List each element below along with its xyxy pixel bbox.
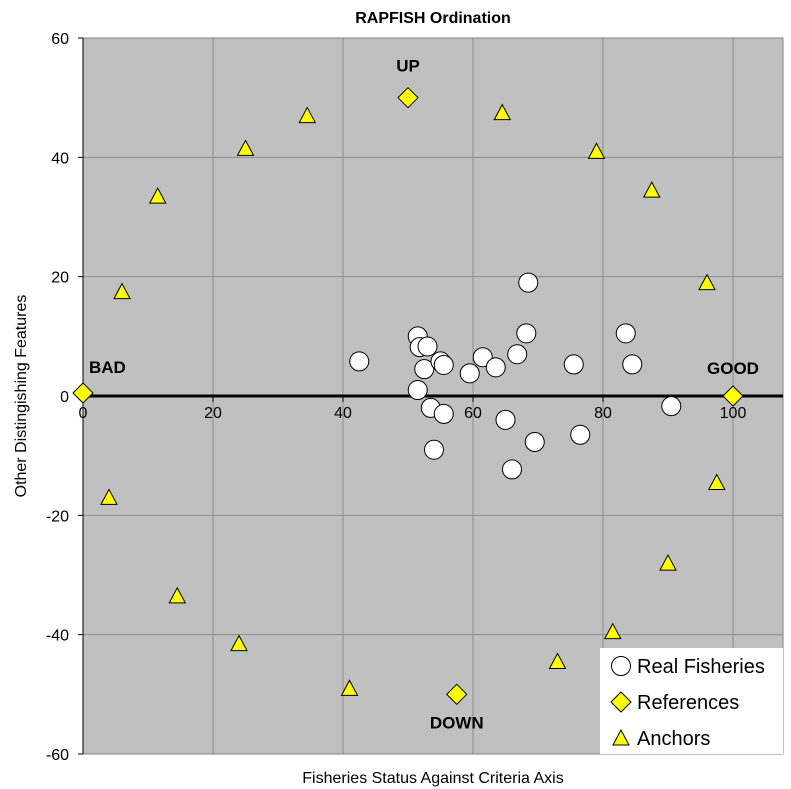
- real-fisheries-point: [433, 403, 454, 424]
- anchor-point: [298, 106, 317, 124]
- legend-marker-references: [610, 691, 632, 713]
- x-tick-label: 80: [594, 405, 612, 422]
- real-fisheries-point: [417, 336, 438, 357]
- y-axis-label: Other Distingishing Features: [13, 295, 30, 498]
- legend-label-references: References: [637, 692, 739, 714]
- x-axis-label: Fisheries Status Against Criteria Axis: [302, 770, 563, 787]
- real-fisheries-point: [424, 439, 444, 460]
- real-fisheries-point: [407, 380, 428, 401]
- real-fisheries-point: [518, 272, 539, 293]
- real-fisheries-point: [485, 357, 506, 378]
- real-fisheries-point: [495, 409, 516, 430]
- real-fisheries-point: [570, 424, 591, 445]
- anchor-point: [230, 634, 248, 652]
- real-fisheries-point: [661, 396, 682, 417]
- y-tick-label: 60: [51, 31, 69, 48]
- reference-point: [446, 683, 468, 706]
- real-fisheries-point: [502, 459, 522, 480]
- y-tick-label: 40: [51, 150, 69, 167]
- legend-marker-anchors: [612, 728, 630, 746]
- anchor-point: [113, 282, 131, 300]
- legend-label-real-fisheries: Real Fisheries: [637, 656, 765, 678]
- x-tick-label: 0: [79, 405, 88, 422]
- reference-point: [397, 86, 419, 109]
- real-fisheries-point: [524, 431, 545, 452]
- chart-title: RAPFISH Ordination: [355, 10, 511, 27]
- real-fisheries-point: [349, 351, 370, 372]
- reference-label-up: UP: [396, 57, 420, 76]
- y-tick-label: -20: [46, 508, 69, 525]
- real-fisheries-point: [414, 359, 435, 380]
- anchor-point: [340, 679, 359, 696]
- real-fisheries-point: [563, 354, 584, 375]
- anchor-point: [100, 488, 118, 505]
- anchor-point: [642, 181, 661, 198]
- anchor-point: [148, 187, 167, 204]
- legend: Real Fisheries References Anchors: [600, 648, 783, 754]
- anchor-point: [236, 139, 255, 156]
- anchor-point: [659, 554, 677, 571]
- reference-point: [72, 382, 94, 404]
- anchor-point: [548, 652, 567, 670]
- x-tick-label: 20: [204, 405, 222, 422]
- legend-marker-real-fisheries: [611, 656, 631, 676]
- gridlines: [83, 38, 783, 754]
- reference-point: [722, 385, 744, 407]
- y-tick-label: 0: [60, 389, 69, 406]
- y-tick-label: -60: [46, 747, 69, 764]
- real-fisheries-point: [622, 354, 643, 375]
- real-fisheries-point: [615, 323, 636, 344]
- tick-labels: 0 20 40 60 80 100 -60 -40 -20 0 20 40 60: [46, 31, 747, 764]
- x-tick-label: 60: [464, 405, 482, 422]
- anchor-point: [493, 103, 512, 121]
- reference-label-good: GOOD: [707, 359, 759, 378]
- x-tick-label: 100: [720, 405, 747, 422]
- reference-label-bad: BAD: [89, 358, 126, 377]
- x-tick-label: 40: [334, 405, 352, 422]
- anchor-point: [603, 622, 622, 640]
- reference-label-down: DOWN: [430, 713, 484, 732]
- reference-labels: BAD UP GOOD DOWN: [89, 57, 759, 733]
- anchor-point: [707, 473, 726, 491]
- real-fisheries-point: [516, 323, 537, 344]
- data-points: [72, 86, 744, 706]
- real-fisheries-point: [433, 354, 454, 375]
- anchor-point: [587, 142, 606, 159]
- real-fisheries-point: [459, 363, 480, 384]
- real-fisheries-point: [507, 344, 528, 365]
- y-tick-label: -40: [46, 628, 69, 645]
- y-tick-label: 20: [51, 270, 69, 287]
- legend-label-anchors: Anchors: [637, 728, 710, 750]
- anchor-point: [168, 586, 187, 604]
- anchor-point: [698, 273, 716, 291]
